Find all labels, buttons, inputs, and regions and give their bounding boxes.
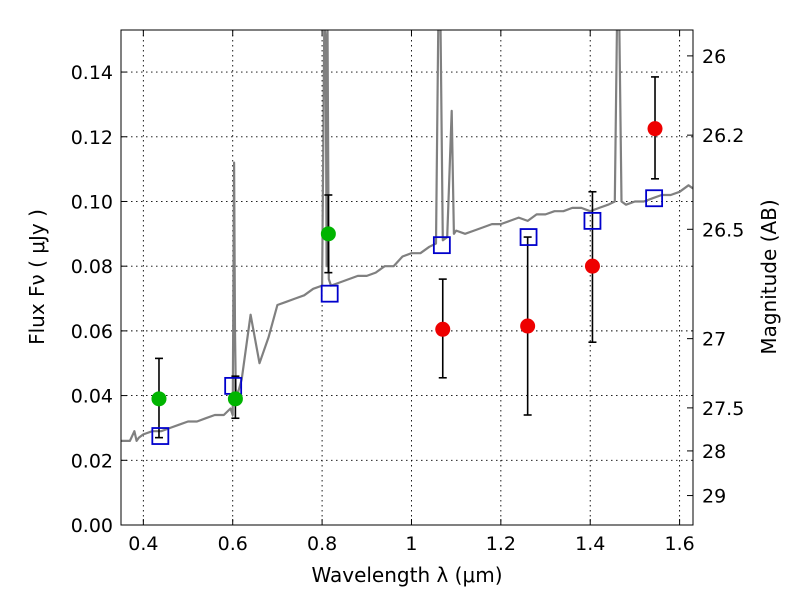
y-tick-label: 0.02: [71, 450, 113, 472]
plot-frame: [120, 29, 694, 526]
x-tick-label: 1.6: [664, 533, 694, 555]
non-detection-point: [435, 321, 451, 337]
detection-point: [227, 391, 243, 407]
x-tick-label: 0.6: [218, 533, 248, 555]
y-tick-label: 0.12: [71, 127, 113, 149]
spectrum-layer: [121, 30, 693, 442]
x-tick-label: 1: [405, 533, 417, 555]
y-tick-label: 0.04: [71, 386, 113, 408]
y-tick-label: 0.08: [71, 256, 113, 278]
right-axis-tick-label: 28: [702, 441, 726, 463]
non-detection-point: [520, 318, 536, 334]
model-point: [583, 211, 602, 230]
y-axis-label: Flux Fν ( μJy ): [25, 209, 49, 345]
grid: [121, 30, 693, 526]
detection-point: [151, 391, 167, 407]
model-point: [320, 284, 339, 303]
model-layer: [151, 189, 664, 445]
model-point: [645, 189, 664, 208]
y-tick-label: 0.06: [71, 321, 113, 343]
model-point: [151, 427, 170, 445]
right-axis-tick-label: 26.2: [702, 125, 744, 147]
y-tick-label: 0.10: [71, 191, 113, 213]
x-tick-label: 0.8: [307, 533, 337, 555]
non-detection-point: [647, 121, 663, 137]
right-axis-tick-label: 29: [702, 486, 726, 508]
ticks: 0.4 0.6 0.8 1 1.2 1.4 1.6 0.00 0.02 0.04 0.06 0.08 0…: [71, 30, 744, 555]
model-point: [519, 228, 538, 246]
spectrum-line: [121, 30, 693, 442]
non-detection-point: [584, 258, 600, 274]
right-axis-tick-label: 26: [702, 46, 726, 68]
x-tick-label: 1.2: [486, 533, 516, 555]
detection-point: [320, 226, 336, 242]
x-tick-label: 0.4: [128, 533, 158, 555]
model-point: [432, 236, 451, 255]
errorbar-layer: [154, 76, 660, 439]
right-axis-tick-label: 26.5: [702, 219, 744, 241]
x-tick-label: 1.4: [575, 533, 605, 555]
x-axis-label: Wavelength λ (μm): [311, 563, 502, 587]
right-axis-tick-label: 27.5: [702, 398, 744, 420]
y-tick-label: 0.14: [71, 62, 113, 84]
right-axis-label: Magnitude (AB): [757, 199, 781, 354]
y-tick-label: 0.00: [71, 515, 113, 537]
marker-layer: [151, 121, 663, 407]
right-axis-tick-label: 27: [702, 329, 726, 351]
